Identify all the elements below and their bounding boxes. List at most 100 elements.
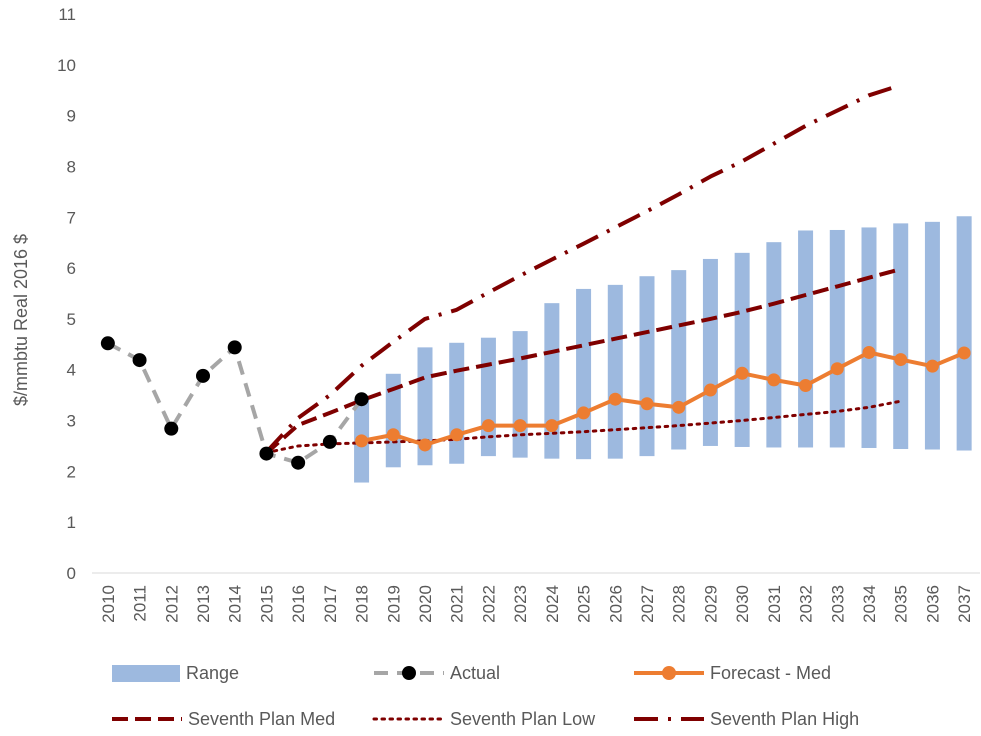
legend-label: Seventh Plan Low [450, 709, 596, 729]
legend-label: Seventh Plan Med [188, 709, 335, 729]
x-tick-label: 2028 [670, 585, 689, 623]
y-tick-label: 11 [58, 5, 76, 24]
y-tick-label: 3 [67, 412, 76, 431]
forecast-marker [767, 373, 781, 387]
y-tick-label: 9 [67, 107, 76, 126]
legend-label: Actual [450, 663, 500, 683]
forecast-marker [640, 397, 654, 411]
legend-marker [662, 666, 676, 680]
x-tick-label: 2014 [226, 585, 245, 623]
x-tick-label: 2019 [384, 585, 403, 623]
range-bar [544, 303, 560, 459]
x-tick-label: 2032 [797, 585, 816, 623]
x-tick-label: 2021 [448, 585, 467, 623]
y-tick-label: 2 [67, 462, 76, 481]
range-bar [734, 252, 750, 447]
legend-label: Seventh Plan High [710, 709, 859, 729]
range-bar [671, 270, 687, 450]
x-tick-label: 2020 [416, 585, 435, 623]
range-bar [576, 288, 592, 460]
actual-marker [196, 368, 210, 383]
x-tick-label: 2025 [575, 585, 594, 623]
forecast-marker [672, 400, 686, 414]
x-tick-label: 2012 [162, 585, 181, 623]
legend-swatch [112, 665, 180, 682]
x-tick-label: 2029 [701, 585, 720, 623]
actual-marker [100, 336, 115, 351]
y-tick-label: 0 [67, 564, 76, 583]
legend: Range Actual Forecast - Med Seventh Plan Me… [112, 663, 859, 729]
forecast-marker [355, 434, 369, 448]
forecast-marker [830, 362, 844, 376]
x-tick-label: 2011 [131, 585, 150, 622]
x-tick-label: 2017 [321, 585, 340, 623]
forecast-marker [450, 428, 464, 442]
x-tick-label: 2036 [923, 585, 942, 623]
legend-label: Forecast - Med [710, 663, 831, 683]
range-bar [512, 331, 528, 458]
forecast-marker [608, 392, 622, 406]
forecast-marker [862, 345, 876, 359]
forecast-marker [957, 346, 971, 360]
forecast-marker [545, 419, 559, 433]
series-line-seventh-plan-med [265, 267, 902, 455]
forecast-marker [513, 419, 527, 433]
y-tick-label: 7 [67, 208, 76, 227]
actual-marker [354, 392, 369, 407]
forecast-marker [418, 438, 432, 452]
legend-marker [402, 666, 416, 680]
actual-marker [132, 353, 147, 368]
actual-marker [259, 446, 274, 461]
range-bar [607, 284, 623, 459]
x-tick-label: 2035 [892, 585, 911, 623]
range-bar [449, 342, 465, 464]
actual-marker [322, 434, 337, 449]
legend-item: Seventh Plan Low [372, 709, 596, 729]
forecast-marker [894, 353, 908, 367]
x-tick-label: 2027 [638, 585, 657, 623]
y-tick-label: 10 [57, 56, 76, 75]
x-tick-label: 2030 [733, 585, 752, 623]
actual-marker [291, 455, 306, 470]
legend-item: Forecast - Med [634, 663, 831, 683]
forecast-marker [703, 383, 717, 397]
range-bar [893, 223, 909, 450]
forecast-marker [799, 378, 813, 392]
range-bar [766, 242, 782, 448]
y-tick-label: 5 [67, 310, 76, 329]
y-tick-label: 8 [67, 157, 76, 176]
range-bar [798, 230, 814, 448]
x-tick-label: 2033 [828, 585, 847, 623]
legend-item: Seventh Plan Med [112, 709, 335, 729]
x-tick-label: 2015 [257, 585, 276, 623]
x-tick-label: 2018 [353, 585, 372, 623]
actual-marker [164, 421, 179, 436]
y-tick-label: 6 [67, 259, 76, 278]
range-bar [702, 258, 718, 446]
range-bar [924, 221, 940, 450]
x-tick-label: 2024 [543, 585, 562, 623]
x-axis-tick-labels: 2010 2011 2012 2013 2014 2015 2016 2017 2018 2019… [99, 585, 974, 623]
forecast-marker [386, 428, 400, 442]
legend-label: Range [186, 663, 239, 683]
actual-marker [227, 340, 242, 355]
x-tick-label: 2037 [955, 585, 974, 623]
forecast-marker [735, 366, 749, 380]
legend-item: Range [112, 663, 239, 683]
y-axis-title: $/mmbtu Real 2016 $ [11, 234, 31, 406]
range-bar [639, 276, 655, 457]
x-tick-label: 2026 [606, 585, 625, 623]
y-tick-label: 4 [67, 361, 76, 380]
legend-item: Actual [374, 663, 500, 683]
legend-item: Seventh Plan High [634, 709, 859, 729]
range-bars [354, 216, 972, 483]
series-line-seventh-plan-low [264, 399, 903, 455]
range-bar [956, 216, 972, 451]
x-tick-label: 2010 [99, 585, 118, 623]
x-tick-label: 2016 [289, 585, 308, 623]
x-tick-label: 2031 [765, 585, 784, 623]
forecast-marker [925, 359, 939, 373]
range-bar [829, 229, 845, 448]
y-tick-label: 1 [67, 513, 76, 532]
x-tick-label: 2023 [511, 585, 530, 623]
